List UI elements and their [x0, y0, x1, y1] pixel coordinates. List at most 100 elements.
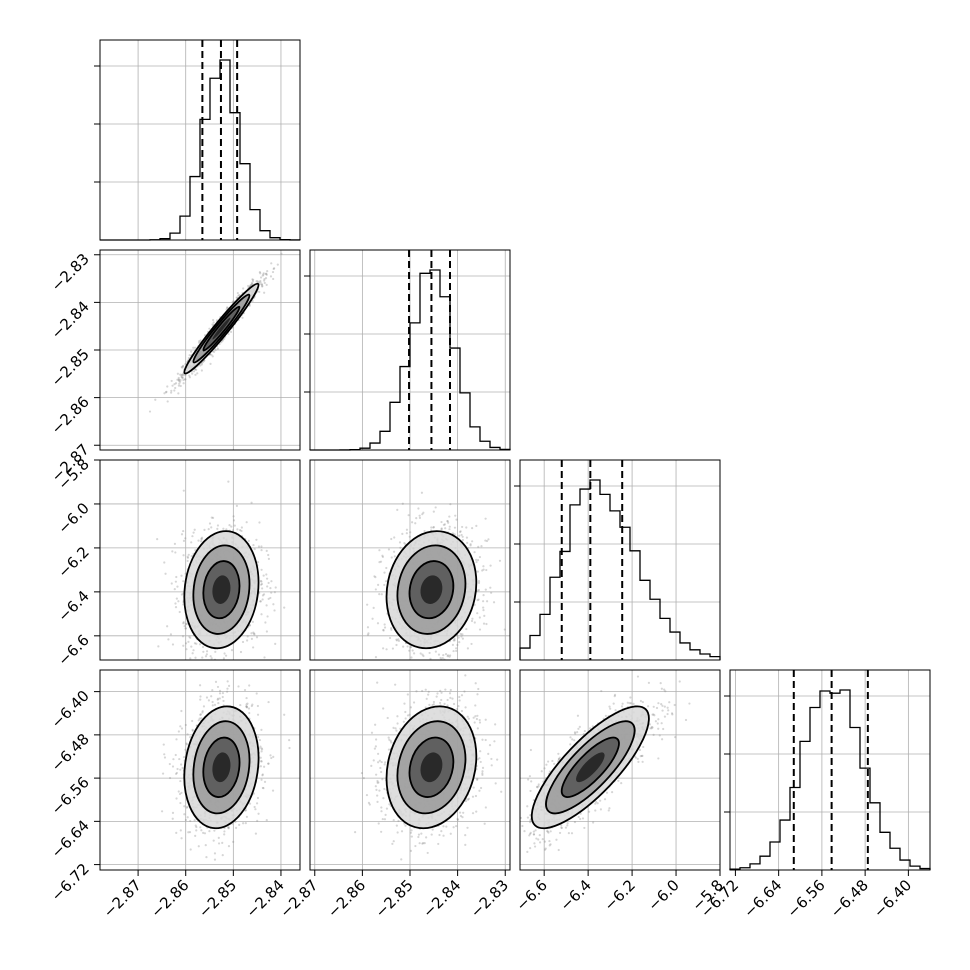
sample-point — [178, 792, 182, 796]
sample-point — [225, 528, 228, 531]
sample-point — [461, 525, 464, 529]
sample-point — [267, 553, 270, 557]
sample-point — [174, 772, 178, 775]
sample-point — [415, 517, 418, 520]
density-fill — [212, 317, 231, 340]
sample-point — [166, 625, 169, 628]
sample-point — [180, 727, 184, 730]
sample-point — [428, 651, 431, 655]
sample-point — [397, 638, 400, 641]
sample-point — [260, 568, 263, 571]
sample-point — [269, 587, 272, 590]
sample-point — [238, 294, 241, 297]
sample-point — [227, 845, 231, 848]
sample-point — [448, 525, 451, 528]
sample-point — [199, 540, 203, 543]
sample-point — [475, 524, 478, 527]
sample-point — [381, 554, 384, 557]
sample-point — [177, 378, 181, 381]
sample-point — [171, 550, 174, 553]
sample-point — [440, 527, 443, 530]
sample-point — [176, 767, 179, 771]
sample-point — [420, 491, 424, 494]
sample-point — [252, 278, 255, 281]
sample-point — [263, 780, 267, 783]
sample-point — [182, 378, 185, 382]
sample-point — [280, 252, 283, 255]
sample-point — [262, 272, 265, 275]
sample-point — [199, 826, 202, 829]
sample-point — [258, 290, 261, 293]
y-tick-label: −6.6 — [54, 631, 92, 669]
sample-point — [390, 628, 393, 631]
sample-point — [385, 566, 388, 570]
sample-point — [383, 571, 386, 574]
sample-point — [217, 836, 220, 839]
sample-point — [477, 580, 481, 583]
sample-point — [258, 521, 261, 524]
sample-point — [412, 652, 416, 655]
sample-point — [449, 654, 452, 657]
sample-point — [457, 636, 460, 639]
sample-point — [256, 280, 259, 283]
sample-point — [477, 581, 481, 585]
sample-point — [459, 632, 462, 636]
sample-point — [453, 639, 456, 642]
sample-point — [195, 664, 197, 666]
sample-point — [180, 376, 183, 379]
sample-point — [180, 837, 183, 840]
sample-point — [252, 646, 255, 649]
sample-point — [212, 321, 215, 324]
contour-line-0 — [202, 560, 241, 620]
sample-point — [178, 757, 181, 761]
sample-point — [267, 557, 270, 560]
sample-point — [435, 675, 437, 677]
scatter-panel-2-0: −6.6−6.4−6.2−6.0−5.8 — [54, 455, 301, 680]
sample-point — [190, 541, 193, 544]
sample-point — [214, 661, 216, 663]
sample-point — [461, 637, 464, 640]
sample-point — [179, 829, 182, 832]
sample-point — [265, 604, 268, 607]
sample-point — [259, 600, 262, 603]
sample-point — [377, 583, 380, 586]
sample-point — [192, 665, 194, 667]
sample-point — [188, 354, 191, 357]
sample-point — [224, 654, 228, 657]
sample-point — [401, 532, 404, 536]
sample-point — [383, 626, 387, 629]
sample-point — [188, 376, 191, 379]
sample-point — [230, 525, 233, 528]
sample-point — [247, 284, 250, 288]
sample-point — [192, 346, 195, 349]
sample-point — [165, 390, 168, 393]
sample-point — [388, 636, 392, 640]
sample-point — [378, 561, 381, 564]
sample-point — [403, 542, 406, 545]
sample-point — [255, 280, 258, 283]
sample-point — [461, 633, 464, 636]
sample-point — [265, 577, 269, 580]
y-tick-label: −2.86 — [48, 393, 93, 438]
sample-point — [434, 650, 437, 653]
sample-point — [189, 657, 192, 660]
sample-point — [221, 339, 224, 342]
sample-point — [210, 657, 213, 660]
sample-point — [484, 588, 487, 591]
sample-point — [200, 536, 204, 539]
sample-point — [255, 692, 258, 695]
sample-point — [263, 279, 266, 282]
sample-point — [217, 678, 219, 680]
sample-point — [211, 516, 215, 520]
sample-point — [179, 380, 182, 383]
sample-point — [261, 598, 264, 601]
sample-point — [174, 551, 177, 554]
sample-point — [177, 376, 180, 380]
sample-point — [164, 572, 167, 575]
sample-point — [232, 519, 236, 522]
sample-point — [222, 527, 225, 530]
sample-point — [223, 830, 226, 833]
sample-point — [452, 639, 455, 642]
y-tick-label: −2.83 — [48, 250, 93, 295]
